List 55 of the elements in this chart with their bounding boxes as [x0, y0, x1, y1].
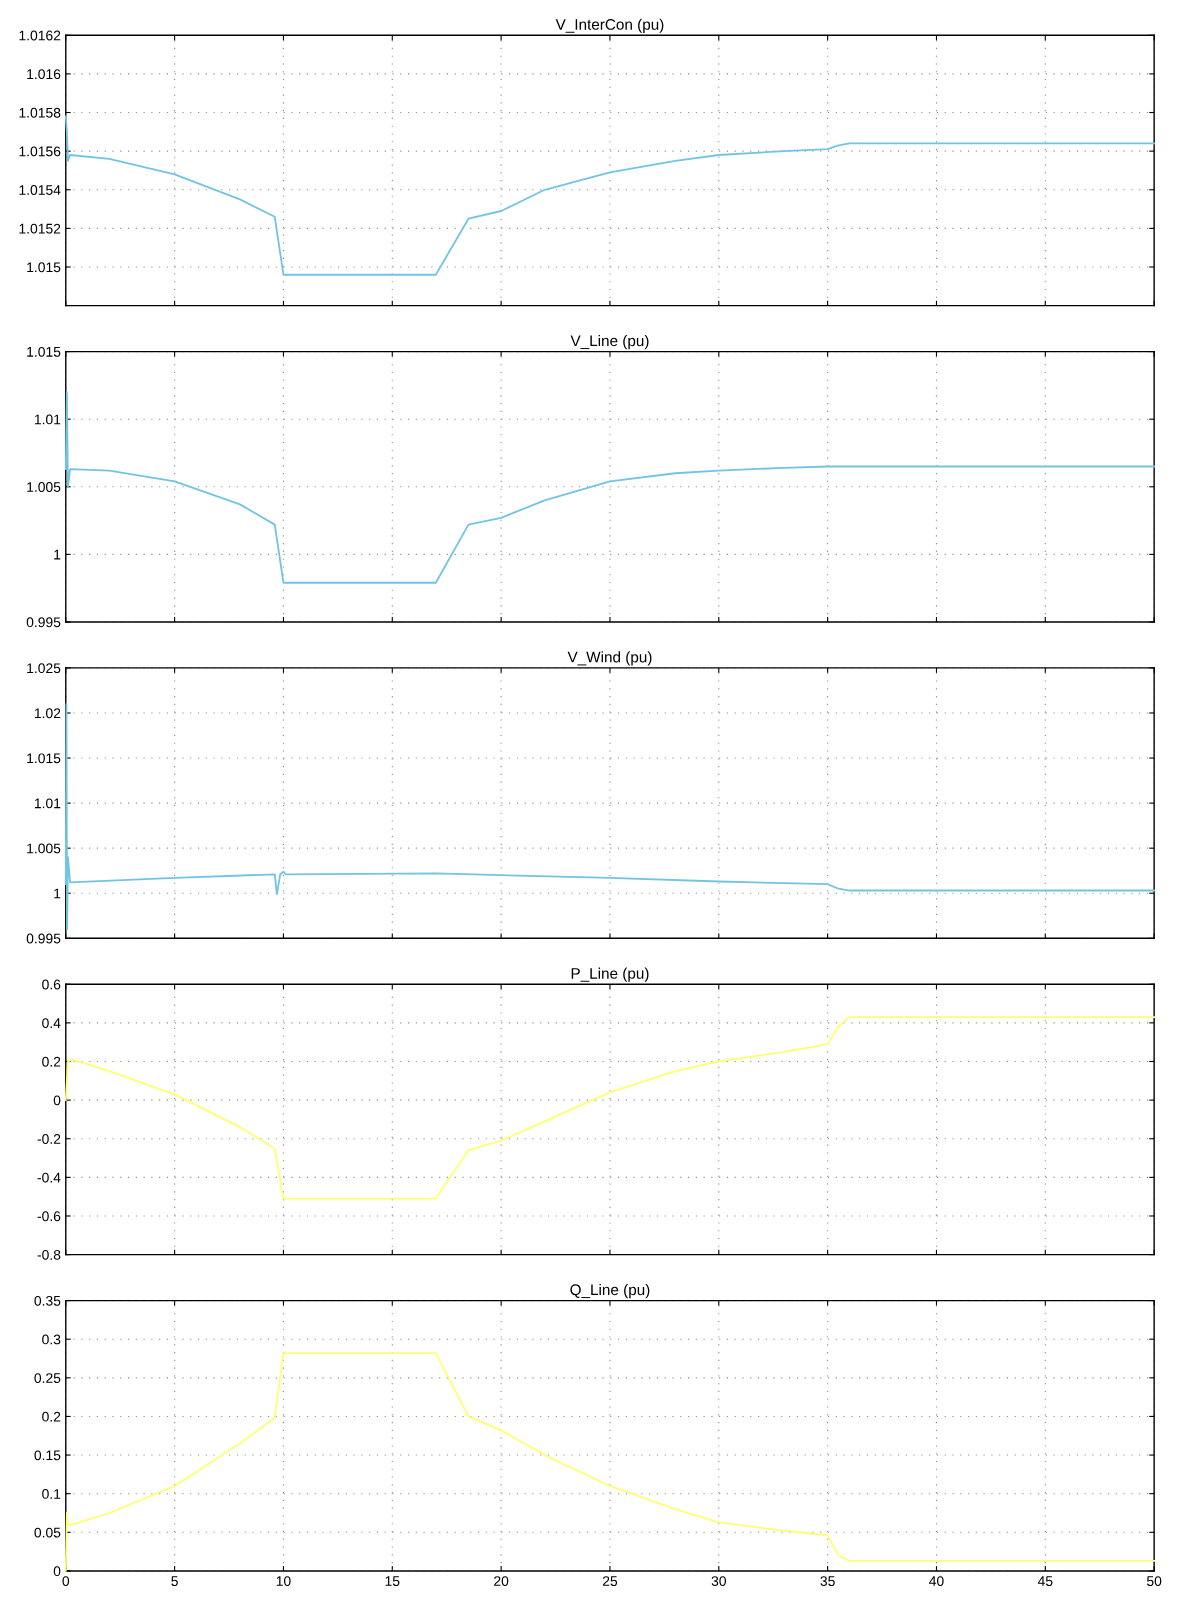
x-tick-label: 15 — [385, 1576, 400, 1586]
y-tick-label: 0.2 — [42, 1411, 61, 1422]
y-tick-label: 1.01 — [34, 414, 61, 425]
chart-title: V_InterCon (pu) — [555, 18, 664, 33]
y-tick-label: 0.25 — [34, 1373, 61, 1383]
x-tick-label: 10 — [276, 1576, 291, 1586]
x-tick-label: 40 — [929, 1576, 944, 1586]
y-tick-label: 0.05 — [34, 1527, 61, 1538]
y-tick-label: -0.2 — [37, 1134, 61, 1144]
y-tick-label: 1.016 — [27, 69, 61, 80]
y-tick-label: 1.0162 — [19, 30, 61, 41]
line-series — [64, 1016, 1156, 1200]
y-tick-label: 0 — [53, 1566, 61, 1577]
chart-title: V_Wind (pu) — [567, 651, 652, 666]
y-tick-label: 1.0152 — [19, 223, 61, 234]
y-tick-label: 1 — [54, 888, 61, 899]
x-tick-label: 45 — [1037, 1576, 1053, 1586]
line-series — [64, 703, 1156, 931]
y-tick-label: 0.3 — [42, 1334, 61, 1345]
y-tick-label: 0.1 — [42, 1489, 61, 1499]
y-tick-label: 1.0158 — [19, 107, 61, 118]
y-tick-label: 1.02 — [34, 708, 61, 719]
y-tick-label: 1.025 — [27, 663, 61, 674]
y-tick-label: 1.015 — [27, 346, 61, 357]
y-tick-label: 1.015 — [27, 262, 61, 273]
y-tick-label: -0.4 — [37, 1172, 61, 1183]
y-tick-label: 0.2 — [42, 1056, 61, 1067]
line-series — [64, 391, 1156, 584]
y-tick-label: 0.6 — [42, 979, 61, 990]
y-tick-label: -0.8 — [37, 1249, 61, 1260]
y-tick-label: 1.0156 — [19, 146, 61, 157]
y-tick-label: 0.15 — [34, 1450, 61, 1461]
chart-title: V_Line (pu) — [570, 334, 649, 350]
y-tick-label: 0.35 — [34, 1295, 61, 1306]
chart-title: Q_Line (pu) — [570, 1283, 650, 1299]
y-tick-label: 1.005 — [27, 482, 61, 492]
x-tick-label: 0 — [62, 1576, 70, 1586]
y-tick-label: 1.015 — [27, 753, 61, 764]
y-tick-label: 0.995 — [26, 933, 61, 944]
x-tick-label: 30 — [711, 1576, 726, 1586]
x-tick-label: 5 — [171, 1576, 178, 1586]
x-tick-label: 35 — [820, 1576, 835, 1586]
y-tick-label: 0 — [53, 1095, 61, 1106]
line-series — [64, 115, 1156, 276]
y-tick-label: -0.6 — [37, 1211, 61, 1222]
chart-title: P_Line (pu) — [571, 967, 649, 982]
y-tick-label: 0.4 — [42, 1018, 61, 1029]
y-tick-label: 1.005 — [27, 843, 61, 854]
y-tick-label: 1.0154 — [19, 185, 61, 195]
y-tick-label: 1.01 — [34, 798, 61, 809]
x-tick-label: 50 — [1146, 1576, 1162, 1586]
y-tick-label: 0.995 — [26, 617, 61, 628]
x-tick-label: 20 — [494, 1576, 509, 1586]
x-tick-label: 25 — [602, 1576, 618, 1586]
y-tick-label: 1 — [54, 549, 61, 560]
